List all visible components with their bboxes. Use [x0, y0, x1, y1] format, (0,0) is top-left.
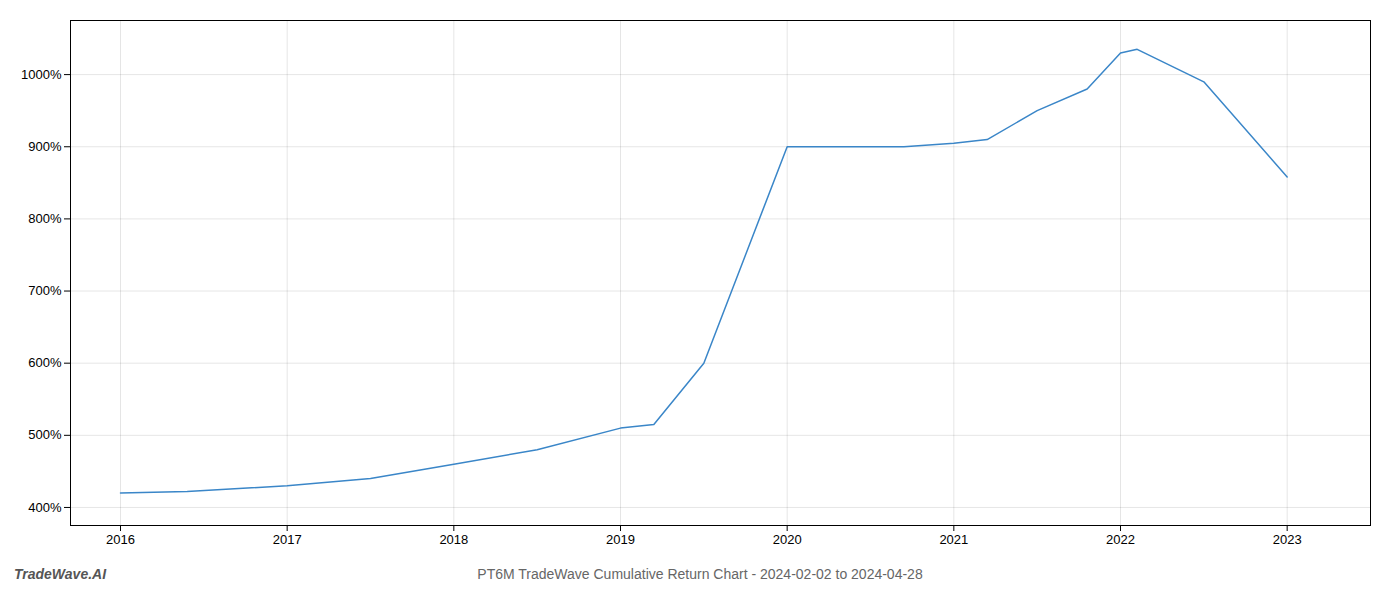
svg-text:400%: 400%	[28, 500, 62, 515]
svg-text:2019: 2019	[606, 532, 635, 547]
svg-text:2020: 2020	[773, 532, 802, 547]
svg-text:900%: 900%	[28, 139, 62, 154]
svg-text:2022: 2022	[1106, 532, 1135, 547]
svg-text:800%: 800%	[28, 211, 62, 226]
svg-text:2017: 2017	[273, 532, 302, 547]
svg-text:500%: 500%	[28, 427, 62, 442]
svg-text:2018: 2018	[439, 532, 468, 547]
svg-text:1000%: 1000%	[21, 67, 62, 82]
html-text:PT6M TradeWave Cumulative Retu: PT6M TradeWave Cumulative Return Chart -…	[477, 566, 923, 582]
svg-text:600%: 600%	[28, 355, 62, 370]
svg-text:700%: 700%	[28, 283, 62, 298]
svg-text:2021: 2021	[939, 532, 968, 547]
svg-text:2016: 2016	[106, 532, 135, 547]
html-text:TradeWave.AI: TradeWave.AI	[14, 566, 107, 582]
svg-text:2023: 2023	[1273, 532, 1302, 547]
